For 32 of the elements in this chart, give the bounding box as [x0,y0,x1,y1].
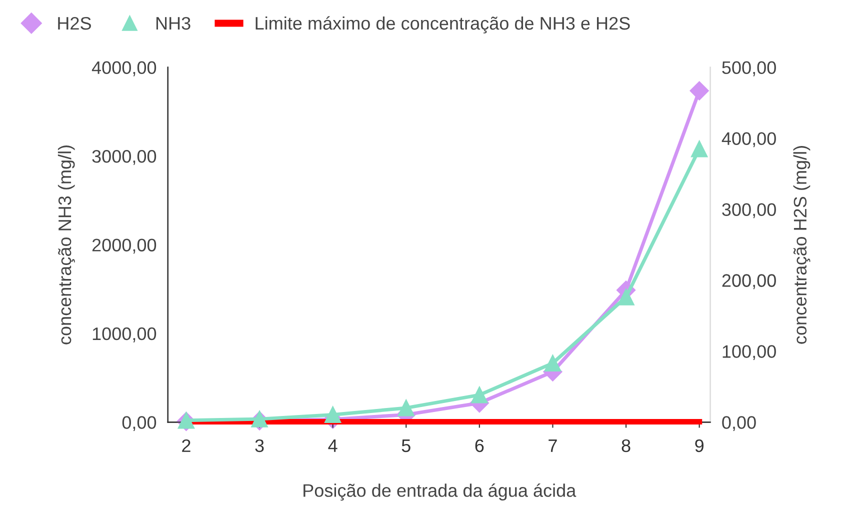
y-tick-label: 3000,00 [92,150,156,165]
x-tick-label: 6 [475,439,484,452]
y2-tick-label: 300,00 [722,203,776,218]
point [471,386,488,404]
y2-tick-label: 200,00 [722,274,776,290]
legend-label: H2S [58,16,91,30]
y2-tick-label: 500,00 [722,61,776,76]
x-tick-label: 9 [695,439,704,452]
point [544,354,562,372]
point [398,400,414,416]
x-axis-title: Posição de entrada da água ácida [304,483,576,501]
point [618,288,634,306]
x-tick-label: 5 [402,440,410,452]
x-tick-label: 4 [328,440,338,452]
y-tick-label: 4000,00 [92,61,156,76]
point [690,140,708,158]
y2-axis-title: concentração H2S (mg/l) [793,146,810,344]
x-tick-label: 7 [548,440,557,452]
x-tick-label: 3 [255,439,264,452]
y-tick-label: 1000,00 [92,327,156,342]
point [251,410,268,428]
y2-tick-label: 100,00 [722,345,776,360]
x-tick-label: 8 [622,439,630,452]
x-tick-label: 2 [182,439,190,452]
y-tick-label: 0,00 [122,416,156,432]
y-tick-label: 2000,00 [92,238,156,254]
legend-label: NH3 [156,16,190,30]
point [690,81,709,100]
y2-tick-label: 0,00 [722,416,756,432]
legend-label: Limite máximo de concentração de NH3 e H2S [256,16,630,34]
y-axis-title: concentração NH3 (mg/l) [58,146,75,344]
y2-tick-label: 400,00 [722,132,776,148]
